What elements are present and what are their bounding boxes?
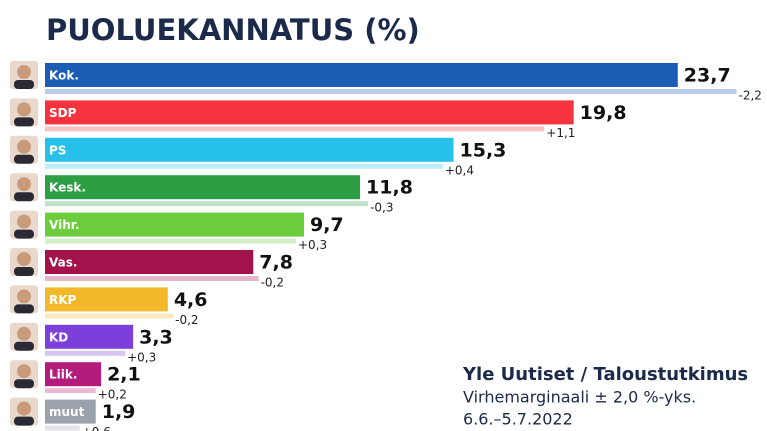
portrait-body (14, 192, 34, 202)
portrait-body (14, 341, 34, 351)
previous-bar (45, 350, 126, 356)
value-label: 11,8 (366, 177, 413, 199)
category-label: PS (49, 143, 66, 157)
previous-bar (45, 126, 545, 132)
change-label: -2,2 (739, 89, 762, 103)
value-label: 23,7 (684, 65, 731, 87)
category-label: Vas. (49, 256, 77, 270)
value-label: 9,7 (310, 214, 344, 236)
portrait-head (17, 65, 31, 79)
previous-bar (45, 313, 174, 319)
value-label: 15,3 (460, 139, 507, 161)
category-label: Kok. (49, 69, 79, 83)
value-label: 2,1 (107, 364, 141, 386)
change-label: +0,4 (445, 163, 474, 177)
category-label: KD (49, 330, 68, 344)
previous-bar (45, 201, 369, 207)
portrait-body (14, 267, 34, 276)
bar (45, 324, 134, 349)
portrait-body (14, 117, 34, 127)
note: Virhemarginaali ± 2,0 %-yks. (463, 388, 696, 407)
value-label: 7,8 (259, 252, 293, 274)
portrait-head (17, 252, 31, 266)
change-label: +0,3 (298, 238, 327, 252)
bar (45, 212, 304, 237)
portrait-body (14, 379, 34, 389)
bar (45, 399, 96, 424)
category-label: muut (49, 405, 85, 419)
portrait-body (14, 229, 34, 239)
bar (45, 63, 678, 87)
bar (45, 175, 361, 200)
value-label: 19,8 (580, 102, 627, 124)
category-label: Vihr. (49, 218, 80, 232)
portrait-body (14, 154, 34, 164)
portrait-head (17, 326, 31, 341)
previous-bar (45, 238, 296, 244)
portrait-head (17, 102, 31, 117)
value-label: 3,3 (139, 326, 173, 348)
change-label: +0,2 (98, 388, 127, 402)
date: 6.6.–5.7.2022 (463, 410, 573, 429)
bar (45, 362, 102, 387)
previous-bar (45, 425, 80, 431)
category-label: Liik. (49, 368, 77, 382)
bar (45, 137, 454, 162)
portrait-body (14, 304, 34, 314)
portrait-head (17, 289, 31, 304)
previous-bar (45, 163, 443, 169)
previous-bar (45, 388, 96, 394)
bar (45, 100, 574, 125)
category-label: RKP (49, 293, 77, 307)
change-label: -0,2 (175, 313, 198, 327)
change-label: -0,3 (370, 201, 393, 215)
portrait-head (17, 214, 31, 229)
value-label: 4,6 (174, 289, 208, 311)
previous-bar (45, 89, 737, 94)
previous-bar (45, 276, 259, 281)
portrait-head (17, 139, 31, 154)
bar (45, 287, 168, 312)
portrait-body (14, 416, 34, 426)
category-label: Kesk. (49, 181, 86, 195)
source: Yle Uutiset / Taloustutkimus (462, 364, 748, 385)
bar (45, 250, 254, 274)
value-label: 1,9 (102, 401, 136, 423)
portrait-head (17, 364, 31, 379)
portrait-head (17, 177, 31, 192)
change-label: +0,3 (127, 350, 156, 364)
change-label: +0,6 (82, 425, 111, 431)
portrait-head (17, 401, 31, 416)
category-label: SDP (49, 106, 77, 120)
change-label: -0,2 (261, 276, 284, 290)
change-label: +1,1 (546, 126, 575, 140)
portrait-body (14, 80, 34, 89)
chart-title: PUOLUEKANNATUS (%) (46, 13, 420, 47)
